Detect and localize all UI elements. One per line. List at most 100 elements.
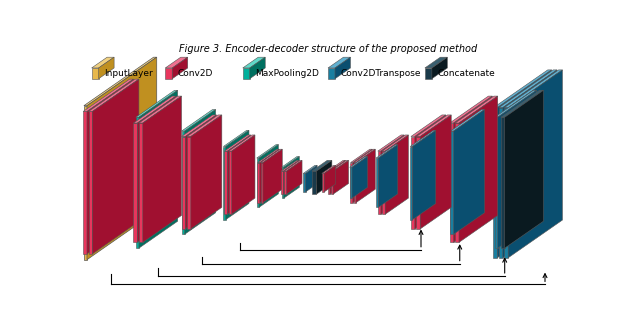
Polygon shape	[353, 149, 372, 203]
Text: MaxPooling2D: MaxPooling2D	[255, 69, 319, 78]
Polygon shape	[260, 163, 263, 203]
Polygon shape	[454, 96, 492, 242]
Polygon shape	[356, 149, 375, 203]
Polygon shape	[331, 160, 349, 171]
Polygon shape	[260, 149, 279, 203]
Polygon shape	[134, 96, 176, 123]
Polygon shape	[324, 165, 336, 192]
Polygon shape	[281, 171, 284, 194]
Polygon shape	[87, 79, 134, 254]
Polygon shape	[88, 112, 92, 254]
Polygon shape	[494, 79, 544, 112]
Polygon shape	[84, 57, 157, 106]
Polygon shape	[282, 167, 284, 198]
Polygon shape	[257, 158, 259, 207]
Polygon shape	[451, 110, 484, 131]
Polygon shape	[382, 151, 385, 214]
Polygon shape	[378, 151, 381, 214]
Polygon shape	[450, 96, 492, 123]
Polygon shape	[410, 146, 412, 220]
Polygon shape	[187, 137, 191, 229]
Polygon shape	[412, 130, 436, 220]
Polygon shape	[138, 96, 176, 242]
Polygon shape	[450, 123, 454, 242]
Polygon shape	[227, 135, 251, 214]
Polygon shape	[417, 137, 420, 229]
Polygon shape	[136, 90, 178, 117]
Polygon shape	[257, 144, 278, 158]
Polygon shape	[415, 115, 446, 229]
Polygon shape	[282, 157, 300, 167]
Polygon shape	[495, 117, 498, 248]
Polygon shape	[378, 144, 397, 207]
Polygon shape	[87, 57, 157, 260]
Polygon shape	[172, 57, 188, 79]
Polygon shape	[263, 149, 282, 203]
Polygon shape	[186, 115, 216, 229]
Polygon shape	[232, 135, 255, 214]
Polygon shape	[260, 149, 282, 163]
Text: Conv2DTranspose: Conv2DTranspose	[340, 69, 421, 78]
Polygon shape	[501, 117, 505, 248]
Polygon shape	[257, 149, 279, 163]
Polygon shape	[420, 115, 451, 229]
Polygon shape	[381, 135, 404, 214]
Polygon shape	[139, 123, 143, 242]
Polygon shape	[494, 112, 498, 254]
Polygon shape	[410, 130, 436, 146]
Polygon shape	[228, 151, 232, 214]
Polygon shape	[498, 79, 544, 254]
Polygon shape	[83, 112, 87, 254]
Polygon shape	[328, 68, 335, 79]
Polygon shape	[284, 157, 300, 198]
Polygon shape	[425, 68, 432, 79]
Polygon shape	[226, 130, 249, 220]
Polygon shape	[335, 57, 351, 79]
Polygon shape	[499, 70, 557, 108]
Polygon shape	[353, 163, 356, 203]
Polygon shape	[455, 123, 459, 242]
Polygon shape	[228, 135, 255, 151]
Polygon shape	[455, 96, 498, 123]
Polygon shape	[508, 70, 563, 258]
Polygon shape	[330, 160, 346, 194]
Polygon shape	[243, 68, 250, 79]
Polygon shape	[165, 57, 188, 68]
Polygon shape	[225, 135, 251, 151]
Polygon shape	[451, 131, 454, 234]
Polygon shape	[333, 160, 349, 194]
Polygon shape	[349, 157, 367, 167]
Polygon shape	[187, 115, 222, 137]
Polygon shape	[284, 160, 302, 171]
Polygon shape	[503, 70, 557, 258]
Polygon shape	[504, 108, 508, 258]
Polygon shape	[99, 57, 114, 79]
Polygon shape	[83, 79, 134, 112]
Polygon shape	[223, 146, 226, 220]
Polygon shape	[328, 57, 351, 68]
Polygon shape	[284, 160, 299, 194]
Polygon shape	[281, 160, 299, 171]
Polygon shape	[382, 135, 408, 151]
Polygon shape	[134, 123, 138, 242]
Polygon shape	[259, 144, 278, 207]
Polygon shape	[454, 110, 484, 234]
Polygon shape	[143, 96, 182, 242]
Polygon shape	[411, 137, 415, 229]
Polygon shape	[328, 171, 330, 194]
Polygon shape	[139, 96, 182, 123]
Polygon shape	[322, 165, 336, 173]
Polygon shape	[182, 110, 216, 131]
Polygon shape	[312, 171, 316, 194]
Text: InputLayer: InputLayer	[104, 69, 153, 78]
Polygon shape	[505, 90, 543, 248]
Polygon shape	[250, 57, 265, 79]
Polygon shape	[182, 115, 216, 137]
Polygon shape	[493, 70, 552, 108]
Polygon shape	[349, 167, 352, 198]
Text: Conv2D: Conv2D	[178, 69, 213, 78]
Polygon shape	[243, 57, 265, 68]
Polygon shape	[459, 96, 498, 242]
Text: Figure 3. Encoder-decoder structure of the proposed method: Figure 3. Encoder-decoder structure of t…	[179, 44, 477, 54]
Polygon shape	[378, 135, 404, 151]
